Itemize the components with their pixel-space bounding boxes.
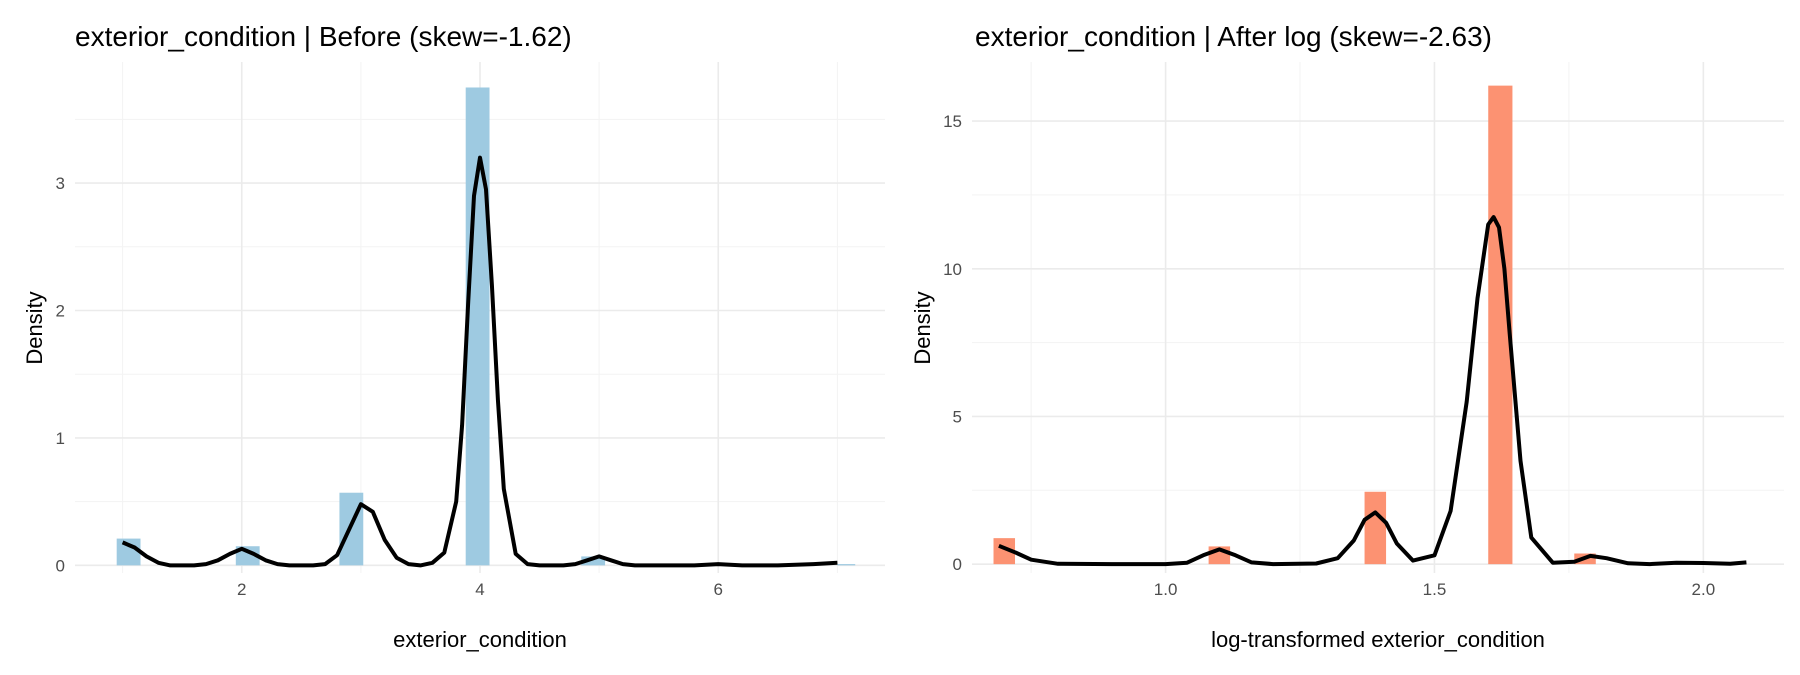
x-axis-label: log-transformed exterior_condition: [1211, 627, 1545, 652]
y-tick-labels: 0 5 10 15: [943, 112, 962, 574]
histogram-bar: [581, 556, 606, 566]
x-tick-labels: 1.0 1.5 2.0: [1154, 580, 1715, 599]
x-tick-label: 2: [237, 580, 246, 599]
histogram-bar: [1364, 491, 1387, 565]
x-tick-label: 4: [475, 580, 484, 599]
plot-background: [972, 62, 1784, 573]
chart-panel-before: 2 4 6 0 1 2 3 exterior_condition | Before (sk…: [22, 21, 885, 652]
chart-title: exterior_condition | After log (skew=-2.…: [975, 21, 1492, 52]
histogram-bar: [235, 546, 260, 566]
x-tick-label: 6: [714, 580, 723, 599]
y-tick-label: 1: [56, 429, 65, 448]
chart-panel-after-log: 1.0 1.5 2.0 0 5 10 15 exterior_condition | Af…: [910, 21, 1784, 652]
y-tick-label: 10: [943, 260, 962, 279]
y-tick-label: 0: [953, 555, 962, 574]
y-tick-labels: 0 1 2 3: [56, 174, 65, 575]
histogram-bar: [837, 564, 856, 566]
x-tick-labels: 2 4 6: [237, 580, 723, 599]
y-axis-label: Density: [910, 291, 935, 364]
histogram-bar: [116, 538, 141, 566]
y-tick-label: 0: [56, 556, 65, 575]
x-tick-label: 1.0: [1154, 580, 1178, 599]
density-line: [998, 215, 1747, 567]
x-axis-label: exterior_condition: [393, 627, 567, 652]
histogram-bar: [465, 87, 490, 566]
density-curve: [121, 155, 838, 568]
y-axis-label: Density: [22, 291, 47, 364]
x-tick-label: 1.5: [1423, 580, 1447, 599]
x-tick-label: 2.0: [1692, 580, 1716, 599]
y-tick-label: 2: [56, 301, 65, 320]
y-tick-label: 3: [56, 174, 65, 193]
density-line: [121, 155, 838, 568]
histogram-bar: [993, 538, 1016, 565]
y-tick-label: 5: [953, 407, 962, 426]
y-tick-label: 15: [943, 112, 962, 131]
chart-title: exterior_condition | Before (skew=-1.62): [75, 21, 572, 52]
density-curve: [998, 215, 1747, 567]
